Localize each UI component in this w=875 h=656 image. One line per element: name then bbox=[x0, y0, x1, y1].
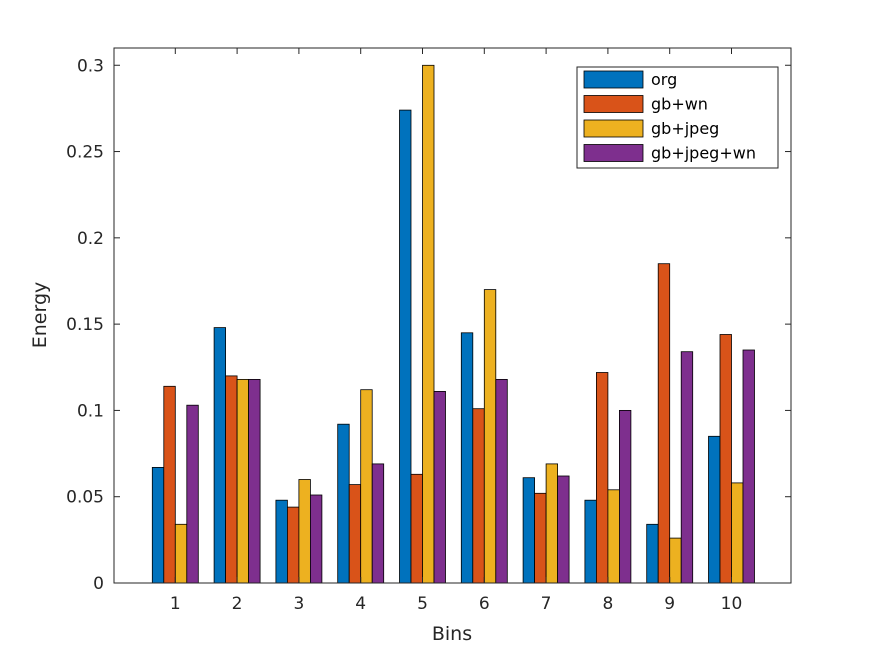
y-axis-label: Energy bbox=[29, 282, 51, 349]
bar-org-bin-9 bbox=[646, 523, 659, 584]
bar-gb-jpeg-wn-bin-5 bbox=[433, 390, 446, 584]
bar-gb-jpeg-wn-bin-7 bbox=[557, 475, 570, 584]
bar-gb-jpeg-wn-bin-8 bbox=[619, 409, 632, 584]
bar-gb-jpeg-wn-bin-3 bbox=[309, 494, 323, 584]
bar-gb-jpeg-wn-bin-6 bbox=[495, 378, 508, 584]
bar-org-bin-10 bbox=[708, 435, 721, 584]
y-tick-label: 0.15 bbox=[66, 315, 104, 335]
legend-swatch-gb-jpeg-wn bbox=[583, 144, 644, 162]
bar-gb-wn-bin-4 bbox=[348, 484, 362, 584]
bar-gb-wn-bin-6 bbox=[472, 408, 485, 584]
x-tick-label: 6 bbox=[479, 594, 490, 614]
bar-gb-jpeg-bin-5 bbox=[422, 64, 435, 584]
bar-org-bin-1 bbox=[151, 466, 165, 584]
bar-gb-wn-bin-8 bbox=[596, 372, 609, 584]
bar-gb-jpeg-bin-6 bbox=[483, 289, 497, 584]
bar-gb-wn-bin-1 bbox=[163, 385, 176, 584]
y-tick-label: 0 bbox=[93, 574, 104, 594]
bar-gb-jpeg-bin-3 bbox=[298, 479, 311, 584]
bar-org-bin-4 bbox=[337, 423, 350, 584]
bar-gb-jpeg-bin-1 bbox=[174, 523, 188, 584]
bar-gb-jpeg-bin-8 bbox=[607, 489, 620, 584]
x-tick-label: 8 bbox=[602, 594, 613, 614]
bar-gb-wn-bin-5 bbox=[410, 473, 423, 584]
x-tick-label: 5 bbox=[417, 594, 428, 614]
legend-label: gb+jpeg bbox=[651, 119, 719, 138]
legend-label: gb+jpeg+wn bbox=[651, 144, 756, 163]
bar-org-bin-8 bbox=[584, 499, 597, 584]
bar-gb-wn-bin-3 bbox=[286, 506, 300, 584]
legend-label: gb+wn bbox=[651, 95, 708, 114]
legend-swatch-gb-jpeg bbox=[583, 119, 644, 138]
y-tick-label: 0.05 bbox=[66, 488, 104, 508]
legend-swatch-org bbox=[583, 70, 644, 89]
legend-label: org bbox=[651, 70, 677, 89]
bar-gb-jpeg-wn-bin-10 bbox=[742, 349, 755, 584]
bar-gb-jpeg-wn-bin-1 bbox=[186, 404, 199, 584]
bar-org-bin-2 bbox=[213, 327, 227, 584]
x-tick-label: 2 bbox=[232, 594, 243, 614]
bar-gb-jpeg-wn-bin-4 bbox=[371, 463, 385, 584]
bar-gb-wn-bin-9 bbox=[657, 263, 671, 584]
y-tick-label: 0.1 bbox=[77, 401, 104, 421]
bar-gb-jpeg-bin-10 bbox=[731, 482, 744, 584]
bar-gb-jpeg-bin-2 bbox=[236, 378, 250, 584]
legend: org gb+wn gb+jpeg gb+jpeg+wn bbox=[576, 66, 779, 169]
x-tick-label: 1 bbox=[170, 594, 181, 614]
y-tick-label: 0.3 bbox=[77, 56, 104, 76]
legend-swatch-gb-wn bbox=[583, 95, 644, 113]
bar-gb-wn-bin-10 bbox=[719, 334, 732, 584]
bar-gb-jpeg-wn-bin-9 bbox=[680, 351, 694, 584]
y-tick-label: 0.25 bbox=[66, 143, 104, 163]
bar-gb-jpeg-wn-bin-2 bbox=[248, 378, 261, 584]
bar-org-bin-6 bbox=[460, 332, 474, 584]
bar-gb-jpeg-bin-7 bbox=[545, 463, 558, 584]
x-tick-label: 3 bbox=[293, 594, 304, 614]
ticks-layer: 1 2 3 4 5 6 7 8 9 10 0 0.05 0.1 0.15 0.2 0.25 0.3 bbox=[66, 48, 791, 614]
x-axis-label: Bins bbox=[432, 623, 472, 645]
bar-gb-wn-bin-7 bbox=[534, 492, 547, 584]
x-tick-label: 10 bbox=[721, 594, 743, 614]
bar-org-bin-5 bbox=[399, 109, 412, 584]
x-tick-label: 9 bbox=[664, 594, 675, 614]
bar-gb-wn-bin-2 bbox=[225, 375, 238, 584]
bar-gb-jpeg-bin-4 bbox=[360, 389, 373, 584]
y-tick-label: 0.2 bbox=[77, 229, 104, 249]
bar-gb-jpeg-bin-9 bbox=[669, 537, 682, 584]
bar-org-bin-3 bbox=[275, 499, 288, 584]
plot-frame bbox=[113, 47, 792, 584]
x-tick-label: 7 bbox=[541, 594, 552, 614]
bar-org-bin-7 bbox=[522, 477, 535, 584]
x-tick-label: 4 bbox=[355, 594, 366, 614]
